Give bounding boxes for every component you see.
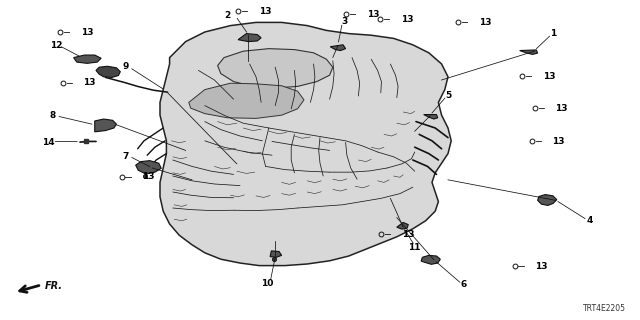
Polygon shape <box>520 50 538 54</box>
Text: 6: 6 <box>460 280 467 289</box>
Text: 3: 3 <box>341 17 348 26</box>
Text: 13: 13 <box>401 15 413 24</box>
Text: 7: 7 <box>122 152 129 161</box>
Polygon shape <box>270 251 282 257</box>
Text: 8: 8 <box>49 111 56 120</box>
Text: 11: 11 <box>408 243 421 252</box>
Polygon shape <box>397 222 408 229</box>
Text: FR.: FR. <box>45 281 63 292</box>
Polygon shape <box>74 55 101 63</box>
Text: 2: 2 <box>224 11 230 20</box>
Polygon shape <box>238 34 261 42</box>
Text: 13: 13 <box>479 18 492 27</box>
Text: 4: 4 <box>587 216 593 225</box>
Text: 1: 1 <box>550 29 557 38</box>
Polygon shape <box>160 22 451 266</box>
Polygon shape <box>96 66 120 77</box>
Text: 13: 13 <box>543 72 556 81</box>
Text: 12: 12 <box>50 41 63 50</box>
Polygon shape <box>421 255 440 264</box>
Polygon shape <box>95 119 116 132</box>
Text: 13: 13 <box>259 7 271 16</box>
Text: 13: 13 <box>83 78 96 87</box>
Polygon shape <box>330 45 346 51</box>
Text: 13: 13 <box>556 104 568 113</box>
Text: 13: 13 <box>402 230 415 239</box>
Polygon shape <box>189 83 304 118</box>
Text: 5: 5 <box>445 91 451 100</box>
Polygon shape <box>424 115 438 119</box>
Text: 13: 13 <box>535 262 548 271</box>
Text: 10: 10 <box>261 279 274 288</box>
Text: 14: 14 <box>42 138 54 147</box>
Text: 13: 13 <box>81 28 93 36</box>
Polygon shape <box>538 195 557 205</box>
Text: 13: 13 <box>142 172 155 181</box>
Text: 13: 13 <box>552 137 565 146</box>
Text: 9: 9 <box>122 62 129 71</box>
Text: 13: 13 <box>367 10 380 19</box>
Polygon shape <box>136 161 161 174</box>
Polygon shape <box>218 49 333 88</box>
Text: TRT4E2205: TRT4E2205 <box>583 304 626 313</box>
